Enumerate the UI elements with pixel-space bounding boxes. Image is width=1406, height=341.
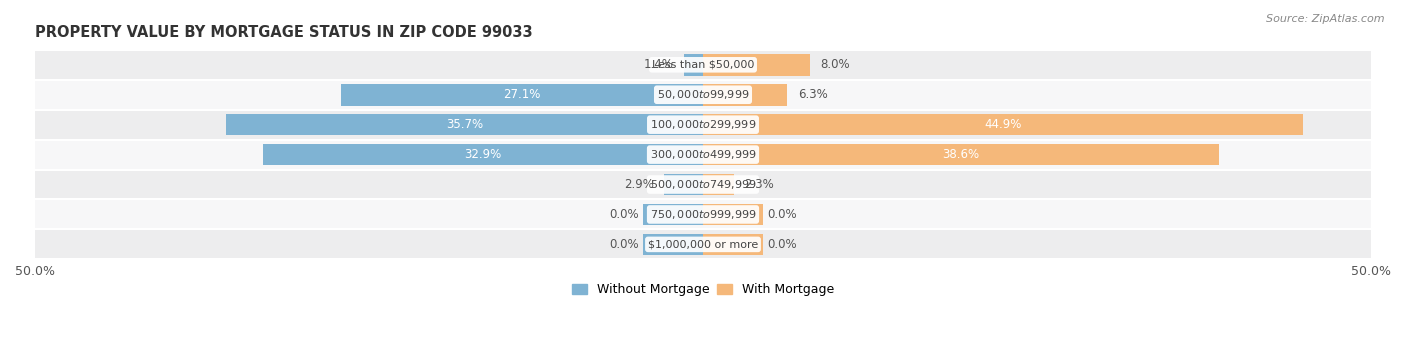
Text: 8.0%: 8.0% (821, 58, 851, 71)
Bar (226, 114, 703, 135)
Text: 35.7%: 35.7% (446, 118, 484, 131)
Bar (703, 144, 1219, 165)
Legend: Without Mortgage, With Mortgage: Without Mortgage, With Mortgage (567, 278, 839, 301)
Text: 2.9%: 2.9% (624, 178, 654, 191)
Bar (35, 169, 1371, 199)
Bar (35, 80, 1371, 110)
Text: 32.9%: 32.9% (464, 148, 502, 161)
Text: $50,000 to $99,999: $50,000 to $99,999 (657, 88, 749, 101)
Bar (263, 144, 703, 165)
Text: 1.4%: 1.4% (644, 58, 673, 71)
Text: 0.0%: 0.0% (609, 238, 638, 251)
Bar (35, 229, 1371, 260)
Text: 0.0%: 0.0% (768, 208, 797, 221)
Text: $100,000 to $299,999: $100,000 to $299,999 (650, 118, 756, 131)
Text: $1,000,000 or more: $1,000,000 or more (648, 239, 758, 249)
Text: 6.3%: 6.3% (797, 88, 828, 101)
Text: 27.1%: 27.1% (503, 88, 541, 101)
Bar (703, 234, 763, 255)
Bar (35, 110, 1371, 139)
Bar (643, 234, 703, 255)
Bar (703, 204, 763, 225)
Bar (703, 84, 787, 105)
Text: 44.9%: 44.9% (984, 118, 1022, 131)
Text: 0.0%: 0.0% (609, 208, 638, 221)
Bar (703, 114, 1303, 135)
Bar (35, 139, 1371, 169)
Text: Less than $50,000: Less than $50,000 (652, 60, 754, 70)
Text: $300,000 to $499,999: $300,000 to $499,999 (650, 148, 756, 161)
Bar (35, 50, 1371, 80)
Bar (664, 174, 703, 195)
Text: PROPERTY VALUE BY MORTGAGE STATUS IN ZIP CODE 99033: PROPERTY VALUE BY MORTGAGE STATUS IN ZIP… (35, 25, 533, 40)
Text: 0.0%: 0.0% (768, 238, 797, 251)
Bar (703, 54, 810, 76)
Bar (685, 54, 703, 76)
Text: $500,000 to $749,999: $500,000 to $749,999 (650, 178, 756, 191)
Text: Source: ZipAtlas.com: Source: ZipAtlas.com (1267, 14, 1385, 24)
Bar (703, 174, 734, 195)
Text: $750,000 to $999,999: $750,000 to $999,999 (650, 208, 756, 221)
Bar (643, 204, 703, 225)
Bar (340, 84, 703, 105)
Text: 2.3%: 2.3% (744, 178, 775, 191)
Text: 38.6%: 38.6% (942, 148, 980, 161)
Bar (35, 199, 1371, 229)
